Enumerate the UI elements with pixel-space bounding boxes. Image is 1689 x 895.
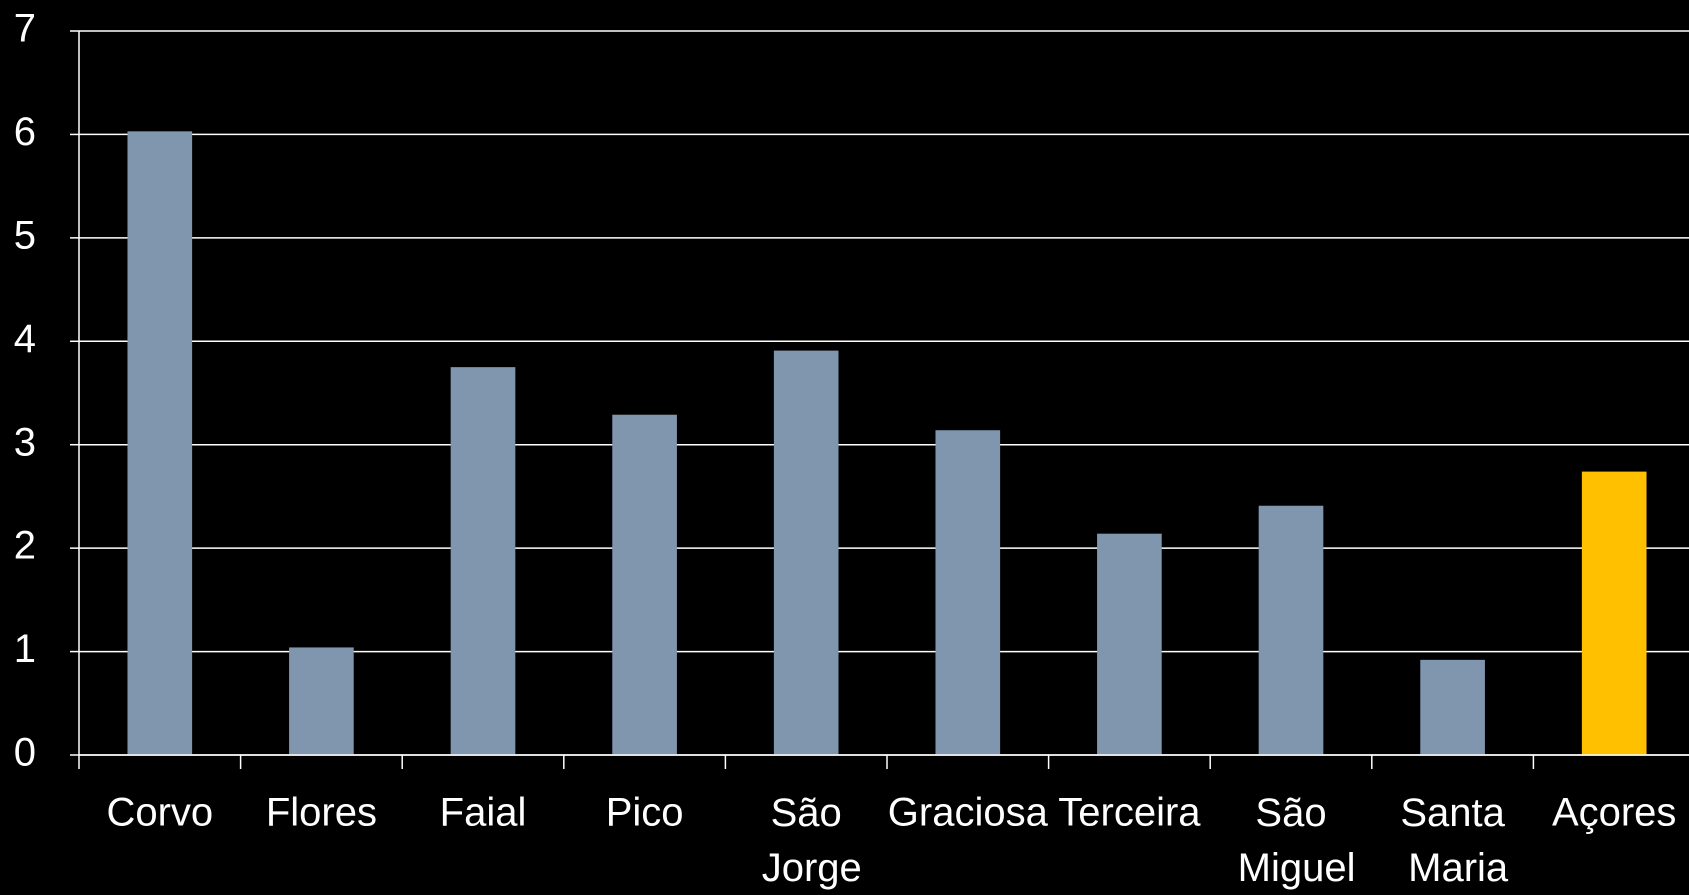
- y-tick-label: 7: [14, 7, 36, 51]
- y-tick-label: 1: [14, 627, 36, 671]
- bar: [773, 350, 839, 755]
- y-tick-label: 3: [14, 420, 36, 464]
- x-tick-label: Açores: [1552, 791, 1677, 835]
- bar: [289, 647, 354, 755]
- y-tick-label: 5: [14, 213, 36, 257]
- bar: [935, 430, 1001, 755]
- bar: [1420, 659, 1485, 755]
- x-tick-label: Pico: [606, 791, 684, 835]
- x-tick-label: São Jorge: [751, 791, 862, 890]
- bar: [1097, 533, 1162, 755]
- y-tick-label: 2: [14, 524, 36, 568]
- x-tick-label: Graciosa: [888, 791, 1049, 835]
- x-tick-label: Corvo: [106, 791, 213, 835]
- y-tick-label: 4: [14, 317, 36, 361]
- bar: [1581, 471, 1647, 755]
- bar: [1258, 505, 1324, 755]
- x-tick-label: Flores: [266, 791, 377, 835]
- bar: [127, 131, 193, 756]
- y-tick-label: 6: [14, 110, 36, 154]
- y-tick-label: 0: [14, 731, 36, 775]
- x-tick-label: Faial: [440, 791, 527, 835]
- x-tick-label: São Miguel: [1227, 791, 1356, 890]
- bar: [612, 414, 677, 755]
- bar: [450, 367, 516, 755]
- x-tick-label: Santa Maria: [1397, 791, 1509, 890]
- x-tick-label: Terceira: [1058, 791, 1201, 835]
